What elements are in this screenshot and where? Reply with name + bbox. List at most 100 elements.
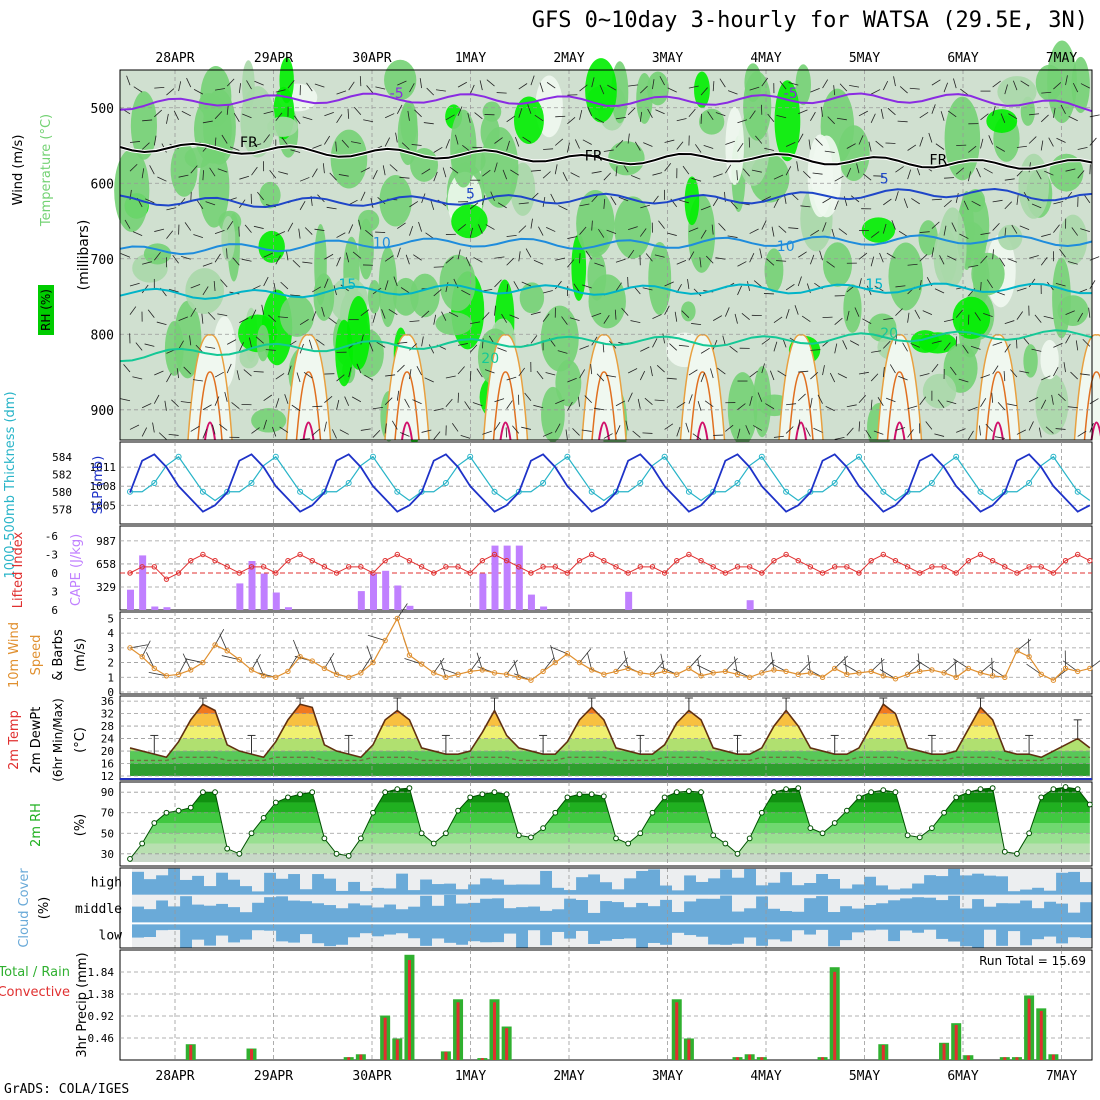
wind-barb — [627, 133, 630, 144]
lifted-index-point — [358, 564, 364, 570]
wind-barb — [652, 338, 658, 348]
wind-barb — [615, 166, 618, 177]
wind-barb — [291, 404, 301, 412]
wind-barb-10m — [770, 662, 787, 672]
wind-barb — [988, 135, 994, 145]
wind-barb — [737, 403, 746, 411]
date-tick-bottom: 7MAY — [1046, 1069, 1077, 1084]
rh-tick: 90 — [101, 786, 114, 799]
wind-speed-point — [479, 667, 486, 673]
wind-barb — [1016, 311, 1024, 320]
wind-barb — [963, 200, 969, 211]
cloud-cell — [588, 868, 601, 875]
cloud-cell — [804, 894, 817, 899]
isotherm-label: 5 — [466, 186, 475, 202]
wind-barb — [1016, 145, 1027, 148]
isotherm-10 — [119, 234, 1093, 256]
wind-barb — [154, 87, 165, 89]
wind-barb — [837, 373, 848, 379]
wind-barb — [951, 222, 957, 232]
cloud-cell — [444, 868, 457, 884]
cape-bar — [272, 592, 280, 610]
wind-barb — [543, 290, 553, 294]
wind-barb — [220, 279, 228, 288]
cloud-cell — [612, 939, 625, 948]
wind-barb — [956, 428, 966, 433]
wind-barb — [666, 232, 677, 236]
wind-speed-point — [746, 674, 753, 680]
lifted-index-point — [540, 564, 546, 570]
wind-barb — [656, 365, 665, 373]
wind-barb-10m — [843, 663, 860, 674]
wind-barb — [445, 139, 451, 149]
wind-barb — [667, 87, 677, 93]
wind-barb — [242, 113, 252, 119]
thickness-point — [685, 488, 692, 495]
wind-barb — [737, 261, 747, 267]
wind-barb — [233, 113, 240, 123]
wind-barb — [590, 364, 593, 375]
wind-barb — [1053, 201, 1064, 205]
wind-barb — [639, 111, 643, 122]
rh-contour-blob — [450, 109, 477, 188]
wind-barb — [831, 228, 836, 239]
wind-barb — [870, 256, 875, 267]
wind-barb — [591, 171, 602, 174]
wind-barb — [328, 317, 337, 324]
thickness-point — [807, 488, 814, 495]
wind-barb — [838, 228, 848, 235]
rh-point — [127, 856, 133, 862]
cloud-cell — [360, 933, 373, 948]
wind-barb — [214, 137, 217, 148]
wind-barb — [637, 398, 641, 409]
rh-contour-blob — [699, 108, 725, 135]
wind-barb — [1079, 373, 1090, 376]
wind-barb — [898, 230, 908, 237]
rh-contour-blob — [1018, 153, 1050, 219]
wind-barb — [555, 115, 566, 118]
thickness-point — [1074, 488, 1081, 495]
wind-barb — [725, 140, 735, 145]
wind-barb — [226, 363, 232, 374]
convective-plume — [975, 334, 1021, 441]
lifted-index-tick: 6 — [51, 604, 58, 617]
wind-barb — [644, 397, 653, 406]
rh-contour-blob — [576, 190, 615, 257]
thickness-point — [637, 480, 644, 486]
wind-barb — [976, 167, 981, 178]
wind-barb — [994, 436, 1005, 439]
cloud-row-label: high — [91, 875, 122, 890]
wind-barb — [654, 399, 665, 402]
temp-band — [130, 751, 1090, 764]
cloud-cell — [648, 942, 661, 948]
wind-barb — [396, 104, 403, 114]
wind-speed-point — [151, 665, 158, 672]
cape-bar — [503, 545, 511, 610]
wind-barb — [190, 165, 198, 174]
wind-barb — [704, 400, 714, 408]
cloud-cell — [144, 937, 157, 948]
wind-barb — [598, 228, 605, 238]
wind-speed-point — [917, 668, 923, 675]
date-tick-top: 7MAY — [1046, 51, 1077, 66]
cloud-cell — [936, 894, 949, 901]
wind-barb-10m — [404, 658, 422, 665]
wind-barb — [1089, 398, 1099, 405]
wind-barb — [980, 374, 991, 379]
wind-barb-10m — [256, 659, 265, 676]
wind-barb-10m — [550, 646, 568, 655]
rh-point — [625, 840, 632, 847]
wind-barb — [419, 78, 422, 89]
panel-frame — [119, 441, 1093, 525]
wind-barb — [727, 235, 738, 238]
wind-barb — [730, 201, 738, 210]
wind-barb — [785, 426, 794, 434]
cloud-cell — [516, 868, 529, 885]
convective-plume-inner — [492, 371, 519, 441]
wind-barb — [599, 84, 605, 95]
cloud-cell — [264, 868, 277, 873]
cloud-cell — [624, 894, 637, 908]
wind-barb — [298, 228, 301, 239]
wind-barb — [469, 84, 475, 95]
wind-barb — [1089, 164, 1091, 175]
